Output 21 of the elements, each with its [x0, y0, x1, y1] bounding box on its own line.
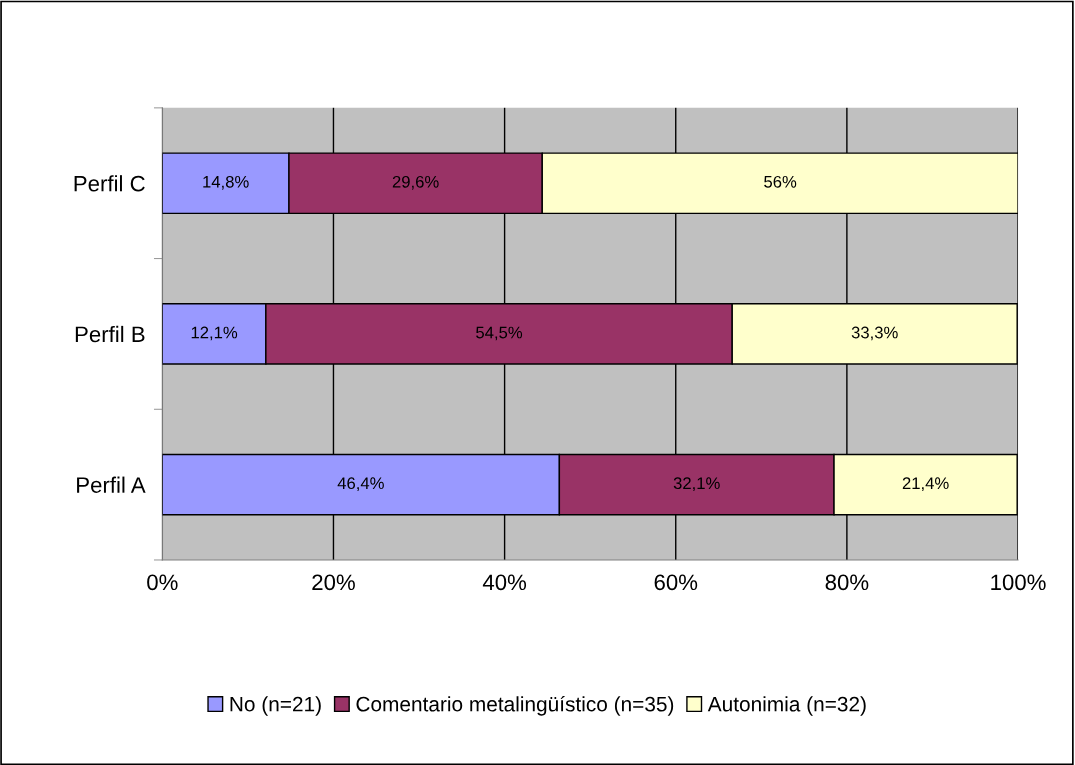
data-label: 33,3%: [851, 326, 898, 341]
legend-label: Autonimia (n=32): [707, 696, 866, 716]
data-label: 54,5%: [476, 326, 523, 341]
x-tick-label: 60%: [654, 574, 698, 591]
y-tick-label: Perfil B: [75, 325, 145, 343]
data-label: 21,4%: [902, 477, 949, 492]
data-label: 32,1%: [673, 477, 720, 492]
x-tick-label: 40%: [482, 574, 527, 591]
data-label: 14,8%: [203, 175, 249, 190]
data-label: 46,4%: [337, 477, 384, 492]
x-tick-label: 80%: [825, 574, 869, 591]
data-label: 56%: [764, 175, 797, 188]
x-tick-label: 0%: [147, 574, 178, 591]
x-tick-label: 100%: [991, 574, 1046, 591]
data-label: 29,6%: [392, 175, 439, 190]
x-tick-label: 20%: [312, 574, 355, 591]
data-label: 12,1%: [191, 326, 238, 341]
legend-label: Comentario metalingüístico (n=35): [356, 695, 674, 716]
y-tick-label: Perfil C: [74, 175, 145, 192]
legend-label: No (n=21): [230, 696, 321, 716]
y-tick-label: Perfil A: [77, 476, 146, 493]
